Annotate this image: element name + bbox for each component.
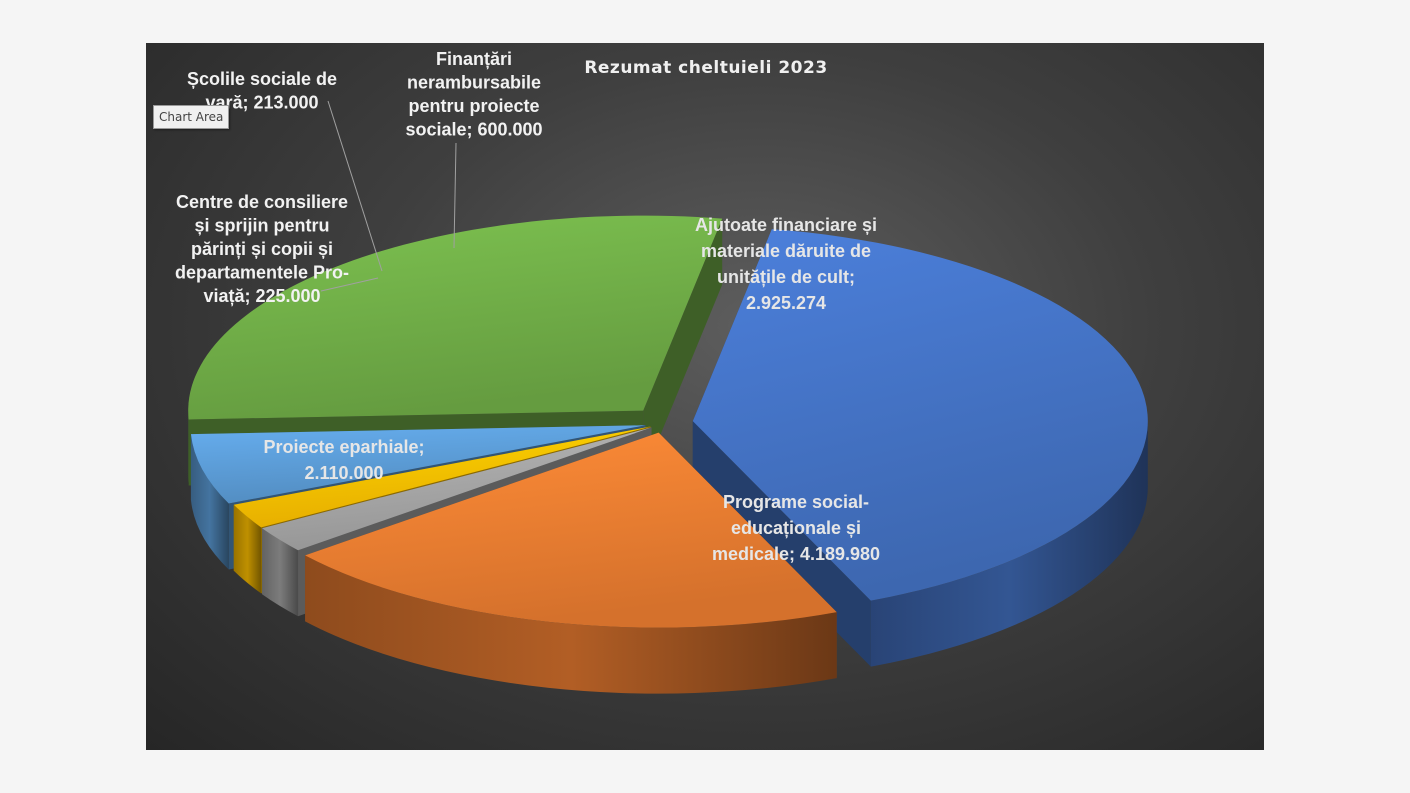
data-label-line: nerambursabile [407, 73, 541, 93]
data-label-line: Proiecte eparhiale; [263, 437, 424, 457]
data-label-line: Școlile sociale de [187, 69, 337, 89]
data-label-line: sociale; 600.000 [405, 120, 542, 140]
pie-slice-top [190, 425, 646, 504]
data-label-line: materiale dăruite de [701, 241, 871, 261]
data-label-line: unitățile de cult; [717, 267, 855, 287]
pie-slice-side [233, 504, 262, 594]
data-label-line: Finanțări [436, 49, 512, 69]
chart-title: Rezumat cheltuieli 2023 [584, 58, 827, 78]
leader-line-3 [327, 100, 383, 272]
pie-slice-side [870, 421, 1148, 667]
data-label-line: 2.925.274 [746, 293, 826, 313]
pie-slice-side [305, 555, 837, 694]
pie-slice-top [233, 426, 651, 528]
data-label-1: Proiecte eparhiale; 2.110.000 [263, 437, 424, 483]
data-label-line: departamentele Pro- [175, 263, 349, 283]
leader-line-2 [320, 277, 379, 292]
pie-slice-side [190, 434, 229, 570]
data-label-line: educaționale și [731, 518, 861, 538]
pie-slice-1[interactable] [305, 432, 837, 694]
pie-slice-side [262, 528, 299, 617]
data-label-line: medicale; 4.189.980 [712, 544, 880, 564]
data-label-line: 2.110.000 [304, 463, 383, 483]
data-label-5: Ajutoate financiare și materiale dăruite … [695, 215, 877, 313]
chart-area[interactable]: Programe social-educaționale și medicale;… [146, 43, 1264, 750]
data-label-3: Școlile sociale de vară; 213.000 [187, 69, 337, 113]
pie-slice-0[interactable] [692, 229, 1148, 667]
data-label-line: vară; 213.000 [205, 93, 318, 113]
data-label-line: și sprijin pentru [194, 216, 329, 236]
data-label-line: Centre de consiliere [176, 192, 348, 212]
data-label-4: Finanțări nerambursabile pentru proiecte so… [405, 49, 542, 140]
pie-chart-svg: Programe social-educaționale și medicale;… [175, 49, 1148, 694]
data-label-line: Ajutoate financiare și [695, 215, 877, 235]
data-label-2: Centre de consiliere și sprijin pentru păr… [175, 192, 349, 306]
pie-slice-top [262, 427, 652, 551]
data-label-line: pentru proiecte [408, 96, 539, 116]
data-label-line: viață; 225.000 [203, 286, 320, 306]
pie-slice-top [692, 229, 1148, 601]
pie-slice-top [305, 432, 837, 628]
data-label-line: Programe social- [723, 492, 869, 512]
leader-line-4 [453, 142, 457, 249]
chart-area-tooltip: Chart Area [153, 105, 230, 129]
pie-slice-top [188, 215, 723, 420]
data-label-0: Programe social-educaționale și medicale;… [712, 492, 880, 564]
data-label-line: părinți și copii și [191, 239, 333, 259]
pie-slice-wall [643, 218, 723, 477]
